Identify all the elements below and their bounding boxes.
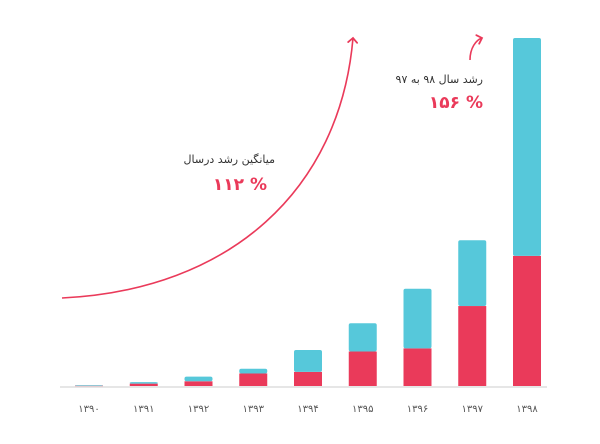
x-tick-label: ۱۳۹۷ (462, 404, 484, 415)
bar-segment-lower-4 (294, 371, 322, 386)
bar-segment-upper-5 (348, 323, 377, 352)
x-tick-label: ۱۳۹۶ (407, 404, 428, 415)
x-tick-label: ۱۳۹۴ (297, 404, 318, 415)
x-tick-label: ۱۳۹۲ (188, 404, 209, 415)
x-tick-label: ۱۳۹۳ (243, 404, 265, 415)
yearly-growth-arrow (469, 34, 484, 61)
bar-segment-lower-7 (458, 306, 487, 386)
yearly-growth-label: رشد سال ۹۸ به ۹۷ (396, 73, 483, 86)
bar-segment-lower-0 (75, 385, 103, 387)
bar-segment-lower-2 (184, 381, 213, 386)
bar-segment-upper-2 (184, 376, 213, 382)
average-growth-curve (61, 36, 358, 299)
yearly-growth-value: ۱۵۶ % (429, 93, 483, 113)
bar-segment-lower-1 (129, 383, 158, 386)
x-axis-ticks: ۱۳۹۰ ۱۳۹۱ ۱۳۹۲ ۱۳۹۳ ۱۳۹۴ ۱۳۹۵ ۱۳۹۶ ۱۳۹۷ ۱۳۹۸ (78, 404, 538, 415)
bar-segment-lower-8 (513, 255, 541, 386)
bars (75, 38, 541, 387)
average-growth-label: میانگین رشد درسال (184, 153, 276, 166)
bar-segment-lower-5 (348, 351, 377, 386)
bar-segment-upper-1 (129, 382, 158, 384)
bar-segment-upper-6 (403, 288, 432, 349)
x-tick-label: ۱۳۹۰ (78, 404, 99, 415)
bar-segment-upper-7 (458, 240, 487, 307)
x-tick-label: ۱۳۹۸ (516, 404, 538, 415)
bar-segment-lower-3 (239, 373, 268, 386)
x-tick-label: ۱۳۹۵ (352, 404, 373, 415)
bar-segment-lower-6 (403, 348, 432, 386)
average-growth-value: ۱۱۲ % (213, 175, 267, 195)
bar-segment-upper-3 (239, 368, 268, 374)
bar-segment-upper-4 (294, 349, 322, 372)
bar-segment-upper-8 (513, 38, 541, 256)
x-tick-label: ۱۳۹۱ (133, 404, 154, 415)
bar-segment-upper-0 (75, 385, 103, 386)
